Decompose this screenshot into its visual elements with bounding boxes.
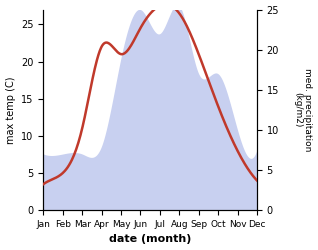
- Y-axis label: max temp (C): max temp (C): [5, 76, 16, 144]
- Y-axis label: med. precipitation
(kg/m2): med. precipitation (kg/m2): [293, 68, 313, 152]
- X-axis label: date (month): date (month): [109, 234, 191, 244]
